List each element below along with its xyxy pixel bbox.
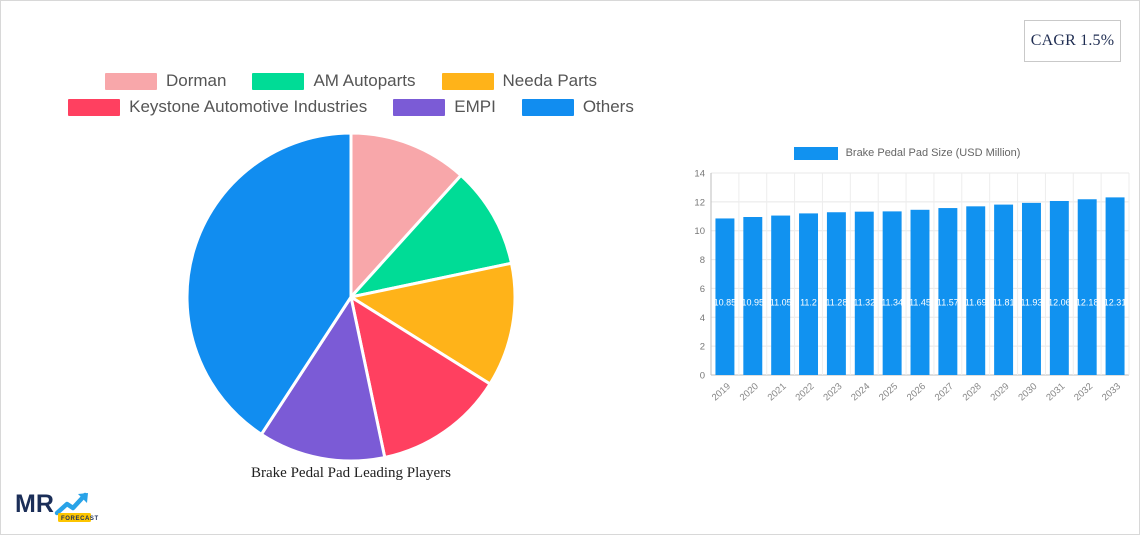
bar-x-tick-label: 2026	[905, 381, 928, 403]
pie-legend-row-1: Dorman AM Autoparts Needa Parts	[1, 71, 701, 91]
pie-slice[interactable]	[259, 293, 387, 463]
bar-x-tick-label: 2031	[1044, 381, 1067, 403]
legend-swatch-keystone	[68, 98, 121, 116]
bar-y-tick-label: 0	[700, 371, 705, 382]
legend-label-dorman: Dorman	[165, 71, 227, 90]
legend-item-keystone[interactable]: Keystone Automotive Industries	[68, 97, 367, 117]
bar-column[interactable]	[994, 204, 1014, 375]
legend-label-others: Others	[582, 97, 634, 116]
bar-value-label: 11.45	[909, 297, 931, 307]
legend-swatch-empi	[393, 98, 446, 116]
bar-value-label: 11.81	[993, 297, 1015, 307]
bar-x-tick-label: 2024	[849, 381, 872, 403]
bar-column[interactable]	[743, 217, 763, 375]
bar-value-label: 10.85	[714, 297, 737, 307]
bar-value-label: 12.06	[1048, 297, 1071, 307]
bar-value-label: 11.32	[853, 297, 875, 307]
logo-forecast-text: FORECAST	[61, 516, 99, 522]
pie-legend-row-2: Keystone Automotive Industries EMPI Othe…	[1, 97, 701, 117]
legend-label-keystone: Keystone Automotive Industries	[129, 97, 368, 116]
bar-value-label: 11.57	[937, 297, 959, 307]
bar-y-tick-label: 10	[694, 226, 705, 237]
bar-column[interactable]	[826, 212, 846, 375]
legend-swatch-am-autoparts	[252, 72, 305, 90]
bar-column[interactable]	[882, 211, 902, 375]
bar-column[interactable]	[1021, 202, 1041, 375]
bar-y-tick-label: 8	[700, 255, 705, 266]
bar-y-tick-label: 4	[700, 313, 705, 324]
legend-swatch-needa-parts	[441, 72, 494, 90]
legend-item-empi[interactable]: EMPI	[393, 97, 496, 117]
bar-value-label: 11.34	[881, 297, 903, 307]
bar-value-label: 11.93	[1021, 297, 1043, 307]
bar-column[interactable]	[854, 211, 874, 375]
bar-x-tick-label: 2027	[933, 381, 956, 403]
bar-chart[interactable]: Brake Pedal Pad Size (USD Million) 0 2 4 6 8…	[677, 141, 1137, 431]
legend-item-am-autoparts[interactable]: AM Autoparts	[252, 71, 416, 91]
bar-column[interactable]	[799, 213, 819, 375]
legend-item-dorman[interactable]: Dorman	[104, 71, 227, 91]
bar-column[interactable]	[1049, 200, 1069, 375]
legend-item-needa-parts[interactable]: Needa Parts	[441, 71, 598, 91]
pie-slice[interactable]	[348, 293, 493, 460]
pie-slice[interactable]	[346, 173, 514, 300]
legend-label-empi: EMPI	[454, 97, 496, 116]
logo-svg: MR FORECAST	[15, 490, 99, 522]
pie-legend: Dorman AM Autoparts Needa Parts Keystone…	[1, 71, 701, 123]
logo-forecast-badge	[58, 513, 91, 522]
bar-value-label: 11.28	[825, 297, 847, 307]
bar-x-tick-label: 2030	[1016, 381, 1039, 403]
bar-value-label: 11.2	[800, 297, 817, 307]
cagr-badge: CAGR 1.5%	[1024, 20, 1121, 62]
bar-chart-svg: 0 2 4 6 8 10 12 14 10.85 2019 10.95 2020 11.05 2021 11…	[694, 169, 1130, 403]
logo-mr-text: MR	[15, 490, 54, 518]
bar-x-tick-label: 2022	[793, 381, 816, 403]
bar-column[interactable]	[715, 218, 735, 375]
pie-chart[interactable]	[183, 129, 519, 465]
pie-chart-svg	[185, 131, 517, 463]
bar-column[interactable]	[938, 208, 958, 375]
bar-x-tick-label: 2028	[961, 381, 984, 403]
legend-label-needa-parts: Needa Parts	[502, 71, 598, 90]
bar-x-tick-label: 2020	[738, 381, 761, 403]
bar-value-label: 11.05	[770, 297, 792, 307]
bar-x-tick-label: 2032	[1072, 381, 1095, 403]
bar-x-tick-label: 2021	[766, 381, 789, 403]
bar-x-tick-label: 2033	[1100, 381, 1123, 403]
bar-value-label: 11.69	[965, 297, 987, 307]
logo-arrow-icon	[54, 492, 88, 516]
bar-x-tick-label: 2019	[710, 381, 733, 403]
pie-slice[interactable]	[349, 131, 464, 301]
pie-slice[interactable]	[347, 261, 517, 387]
legend-swatch-others	[521, 98, 574, 116]
bar-value-label: 10.95	[742, 297, 765, 307]
legend-item-others[interactable]: Others	[521, 97, 634, 117]
bar-value-label: 12.31	[1104, 297, 1127, 307]
bar-column[interactable]	[1077, 199, 1097, 375]
logo-arrow-head-icon	[78, 493, 88, 503]
pie-slice[interactable]	[185, 131, 353, 437]
bar-y-tick-label: 6	[700, 284, 705, 295]
bar-column[interactable]	[1105, 197, 1125, 375]
bar-column[interactable]	[966, 206, 986, 375]
mr-forecast-logo: MR FORECAST	[15, 486, 99, 524]
bar-column[interactable]	[910, 209, 930, 375]
bar-y-tick-label: 12	[694, 197, 705, 208]
cagr-label: CAGR 1.5%	[1030, 32, 1115, 49]
bar-value-label: 12.18	[1076, 297, 1099, 307]
bar-chart-legend[interactable]: Brake Pedal Pad Size (USD Million)	[677, 141, 1137, 165]
bar-x-tick-label: 2023	[821, 381, 844, 403]
bar-y-tick-label: 2	[700, 342, 705, 353]
legend-swatch-dorman	[104, 72, 157, 90]
bar-legend-swatch	[793, 146, 838, 160]
bar-x-tick-label: 2029	[989, 381, 1012, 403]
bar-x-tick-label: 2025	[877, 381, 900, 403]
bar-column[interactable]	[771, 215, 791, 375]
legend-label-am-autoparts: AM Autoparts	[313, 71, 416, 90]
pie-chart-title: Brake Pedal Pad Leading Players	[251, 465, 451, 481]
bar-legend-label: Brake Pedal Pad Size (USD Million)	[845, 147, 1021, 159]
bar-y-tick-label: 14	[694, 169, 705, 180]
